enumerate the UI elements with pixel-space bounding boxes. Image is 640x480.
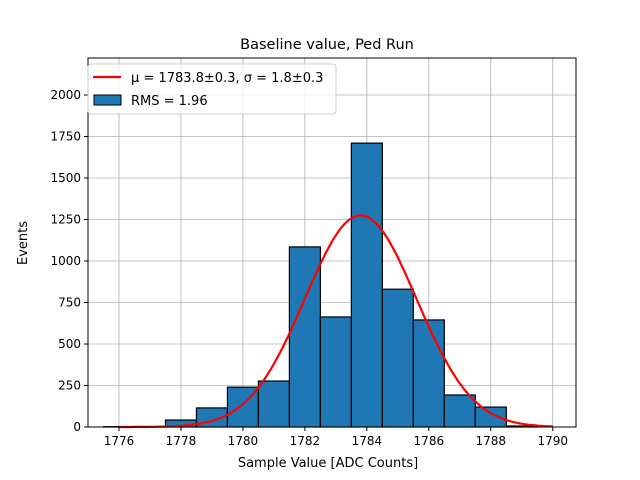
y-tick-label: 0: [73, 420, 81, 434]
y-tick-label: 1750: [50, 130, 81, 144]
y-tick-label: 1250: [50, 213, 81, 227]
histogram-bar: [350, 142, 383, 428]
x-tick-label: 1788: [476, 434, 507, 448]
legend-rms-label: RMS = 1.96: [131, 94, 208, 109]
x-tick-label: 1776: [104, 434, 135, 448]
y-tick-label: 1000: [50, 254, 81, 268]
plot-frame: [87, 57, 577, 428]
y-tick-label: 250: [58, 379, 81, 393]
histogram-bar: [474, 406, 507, 428]
legend: μ = 1783.8±0.3, σ = 1.8±0.3 RMS = 1.96: [87, 63, 337, 115]
x-tick-label: 1790: [537, 434, 568, 448]
chart-title: Baseline value, Ped Run: [240, 37, 414, 53]
x-tick-label: 1778: [166, 434, 197, 448]
legend-patch-swatch: [93, 94, 122, 106]
x-tick-label: 1784: [352, 434, 383, 448]
y-tick-label: 500: [58, 337, 81, 351]
x-tick-label: 1786: [414, 434, 445, 448]
histogram-bar: [319, 316, 352, 428]
y-tick-label: 1500: [50, 171, 81, 185]
histogram-bar: [381, 288, 414, 428]
legend-box: [87, 63, 337, 115]
y-axis-label: Events: [16, 221, 31, 265]
x-axis-label: Sample Value [ADC Counts]: [238, 456, 418, 471]
x-tick-label: 1782: [290, 434, 321, 448]
y-tick-label: 750: [58, 296, 81, 310]
x-tick-label: 1780: [228, 434, 259, 448]
histogram-bar: [443, 394, 476, 428]
histogram-bar: [257, 380, 290, 428]
gaussian-fit-line: [119, 214, 553, 429]
histogram-bar: [412, 319, 445, 428]
legend-fit-label: μ = 1783.8±0.3, σ = 1.8±0.3: [131, 71, 323, 86]
y-tick-label: 2000: [50, 88, 81, 102]
